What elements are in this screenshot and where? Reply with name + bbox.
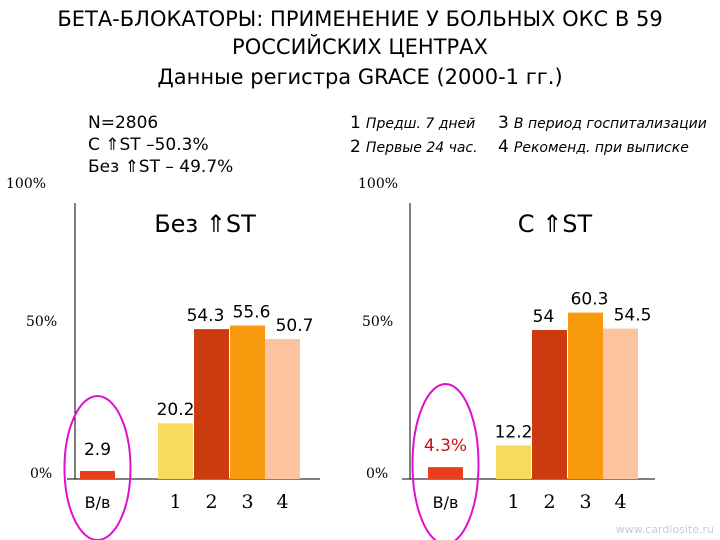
title-line-1: БЕТА-БЛОКАТОРЫ: ПРИМЕНЕНИЕ У БОЛЬНЫХ ОКС… — [57, 7, 663, 31]
bar-value-label: 60.3 — [571, 290, 609, 310]
legend-number: 4 — [498, 137, 509, 157]
bar — [158, 423, 193, 479]
legend-number: 1 — [350, 113, 361, 133]
category-label: В/в — [85, 493, 111, 512]
category-label: 4 — [276, 491, 288, 513]
legend-text: Рекоменд. при выписке — [513, 140, 689, 156]
watermark: www.cardiosite.ru — [615, 523, 714, 536]
bar — [80, 470, 115, 479]
bar-value-label: 4.3% — [424, 436, 467, 456]
chart-title: Без ⇑ST — [154, 210, 256, 238]
legend-text: Предш. 7 дней — [365, 116, 476, 132]
legend-text: Первые 24 час. — [365, 140, 478, 156]
category-label: 2 — [205, 491, 217, 513]
legend-item-4: 4 Рекоменд. при выписке — [498, 137, 689, 157]
y-tick-50: 50% — [362, 314, 394, 330]
bar-value-label: 2.9 — [84, 440, 111, 460]
category-label: 4 — [614, 491, 626, 513]
stat-n: N=2806 — [88, 113, 159, 133]
bar-value-label: 12.2 — [495, 422, 533, 442]
bar — [194, 329, 229, 479]
category-label: 3 — [241, 491, 253, 513]
bar — [532, 329, 567, 479]
y-tick-50: 50% — [26, 314, 58, 330]
bar — [428, 467, 463, 479]
bar-value-label: 50.7 — [276, 316, 314, 336]
title-line-3: Данные регистра GRACE (2000-1 гг.) — [157, 65, 563, 89]
stat-without-st: Без ⇑ST – 49.7% — [88, 157, 234, 177]
bar — [496, 445, 531, 479]
highlight-circle — [411, 383, 480, 540]
legend-number: 2 — [350, 137, 361, 157]
bar-value-label: 20.2 — [157, 400, 195, 420]
bar — [568, 312, 603, 479]
category-label: 2 — [543, 491, 555, 513]
category-label: 1 — [169, 491, 181, 513]
bar-value-label: 55.6 — [233, 303, 271, 323]
chart-title: С ⇑ST — [518, 210, 593, 238]
legend-item-1: 1 Предш. 7 дней — [350, 113, 475, 133]
category-label: 1 — [507, 491, 519, 513]
y-tick-100: 100% — [358, 176, 399, 192]
y-tick-0: 0% — [366, 466, 389, 482]
bar-value-label: 54.5 — [614, 306, 652, 326]
legend-number: 3 — [498, 113, 509, 133]
legend-item-3: 3 В период госпитализации — [498, 113, 707, 133]
legend-text: В период госпитализации — [513, 116, 707, 132]
category-label: В/в — [433, 493, 459, 512]
y-tick-0: 0% — [30, 466, 53, 482]
bar-value-label: 54.3 — [187, 306, 225, 326]
bar — [603, 328, 638, 479]
bar-value-label: 54 — [533, 307, 555, 327]
bar — [265, 339, 300, 479]
title-line-2: РОССИЙСКИХ ЦЕНТРАХ — [232, 35, 488, 59]
y-tick-100: 100% — [6, 176, 47, 192]
highlight-circle — [63, 395, 132, 540]
stat-with-st: С ⇑ST –50.3% — [88, 135, 209, 155]
bar — [230, 325, 265, 479]
category-label: 3 — [579, 491, 591, 513]
sample-stats: N=2806 С ⇑ST –50.3% Без ⇑ST – 49.7% — [88, 112, 233, 178]
legend-item-2: 2 Первые 24 час. — [350, 137, 478, 157]
